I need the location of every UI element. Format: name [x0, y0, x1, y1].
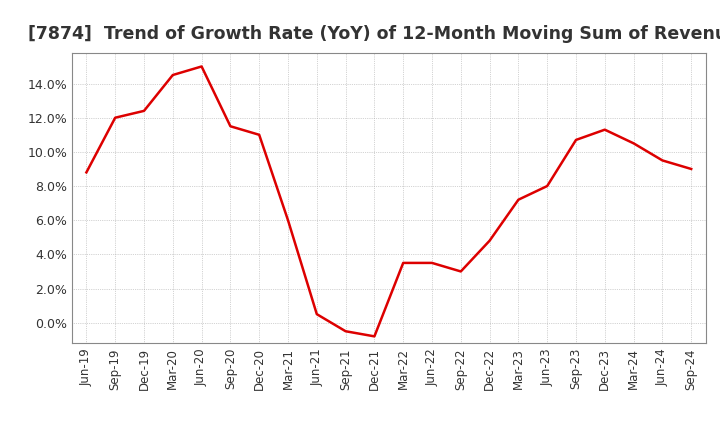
Title: [7874]  Trend of Growth Rate (YoY) of 12-Month Moving Sum of Revenues: [7874] Trend of Growth Rate (YoY) of 12-…	[28, 25, 720, 43]
